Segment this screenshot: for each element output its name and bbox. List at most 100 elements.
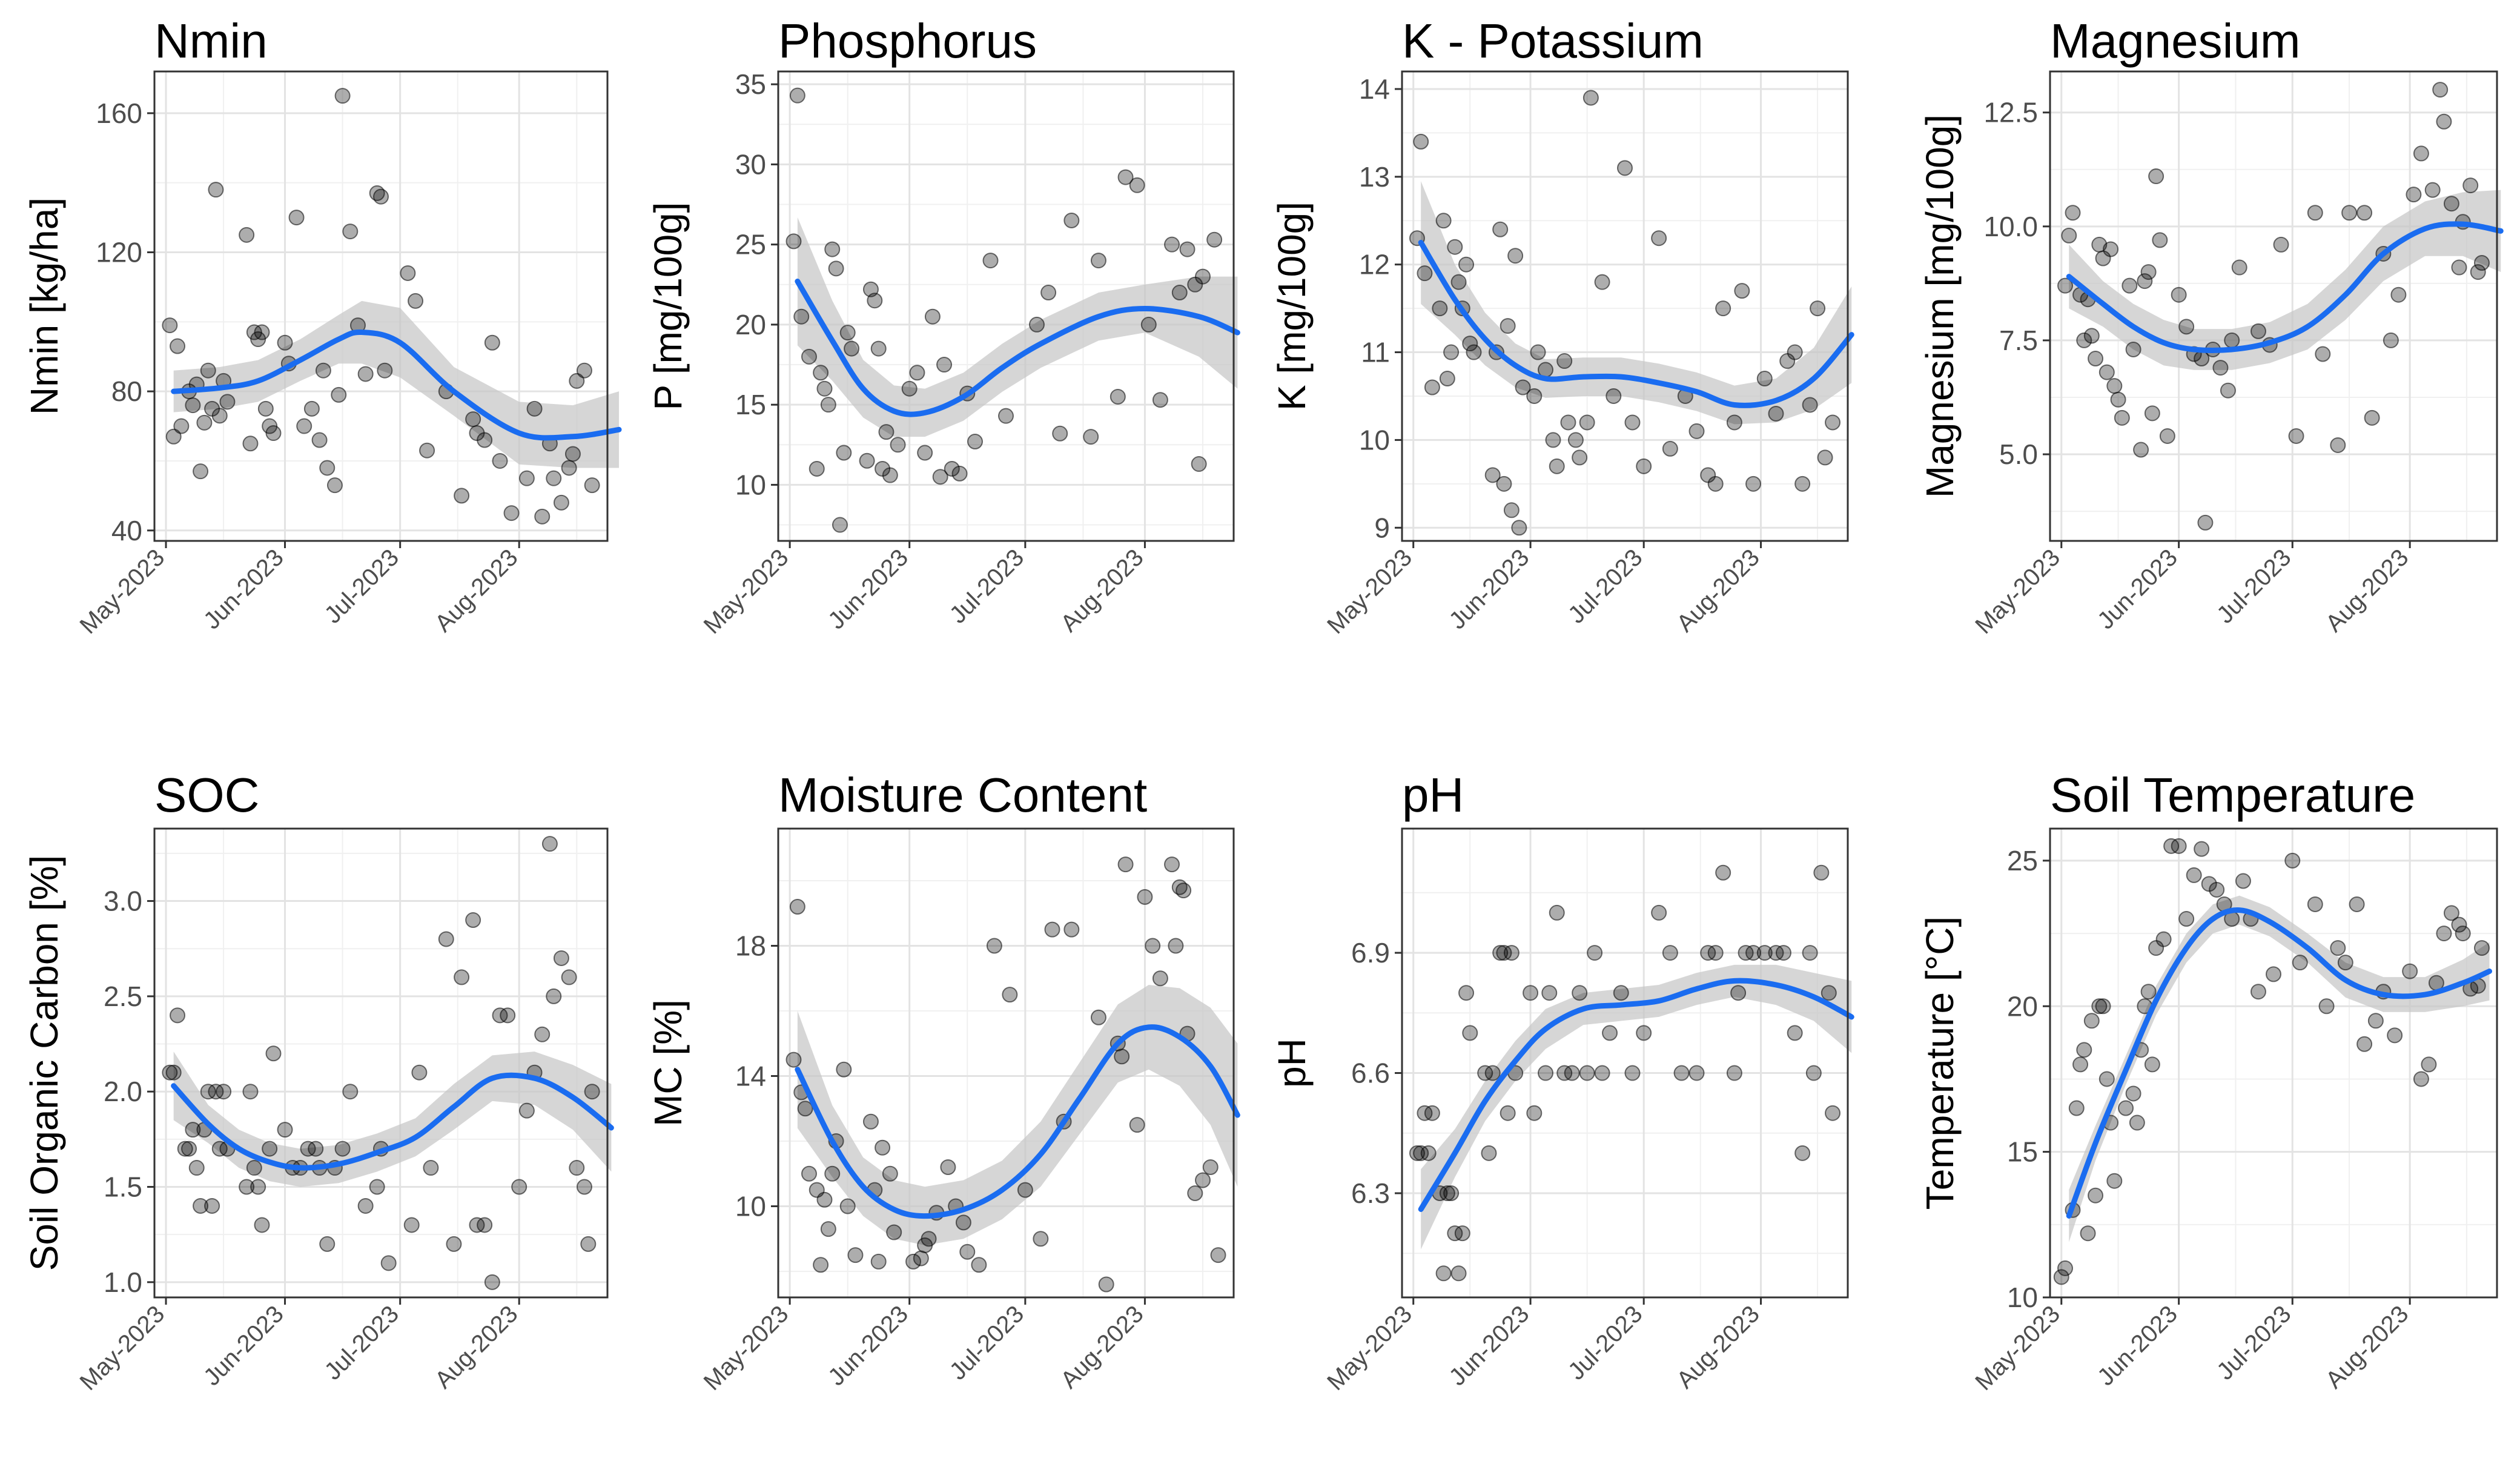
data-point bbox=[1560, 414, 1576, 431]
data-point bbox=[955, 1214, 971, 1231]
data-point bbox=[1017, 1182, 1033, 1198]
y-tick-label: 2.0 bbox=[104, 1076, 142, 1107]
y-axis-label: MC [%] bbox=[646, 999, 690, 1127]
data-point bbox=[828, 260, 844, 277]
panel-1: 40 80 120 160 May-2023 Jun-2023 Jul-2023 Aug-20… bbox=[22, 14, 622, 639]
x-tick-label: Jun-2023 bbox=[199, 544, 289, 634]
data-point bbox=[875, 1139, 891, 1156]
data-point bbox=[1582, 90, 1599, 106]
data-point bbox=[2349, 896, 2365, 912]
data-point bbox=[2137, 273, 2153, 290]
y-tick-label: 80 bbox=[111, 376, 142, 407]
x-tick-label: May-2023 bbox=[1970, 1300, 2065, 1396]
data-point bbox=[789, 87, 805, 104]
data-point bbox=[2098, 364, 2115, 380]
data-point bbox=[1484, 467, 1501, 483]
data-point bbox=[2212, 360, 2229, 376]
x-tick-label: Jul-2023 bbox=[319, 1300, 404, 1385]
data-point bbox=[1447, 239, 1463, 255]
data-point bbox=[1511, 520, 1527, 536]
smooth-line bbox=[1418, 978, 1854, 1212]
data-point bbox=[2159, 428, 2175, 444]
data-point bbox=[2178, 319, 2195, 335]
x-tick-label: Jul-2023 bbox=[319, 544, 404, 629]
data-point bbox=[315, 362, 331, 379]
data-point bbox=[1579, 1065, 1595, 1081]
y-axis-label: Temperature [°C] bbox=[1918, 916, 1962, 1210]
data-point bbox=[1002, 987, 1018, 1003]
plot-panel bbox=[1402, 829, 1848, 1297]
data-point bbox=[1040, 285, 1057, 301]
data-point bbox=[1810, 300, 1826, 317]
data-point bbox=[1734, 283, 1750, 299]
data-point bbox=[211, 408, 228, 424]
data-point bbox=[2110, 391, 2126, 408]
data-point bbox=[250, 1179, 266, 1195]
data-point bbox=[890, 437, 906, 453]
data-point bbox=[2103, 241, 2119, 257]
data-point bbox=[1805, 1065, 1822, 1081]
data-point bbox=[1083, 429, 1099, 445]
data-point bbox=[2436, 113, 2452, 130]
data-point bbox=[2451, 916, 2467, 933]
data-point bbox=[1409, 1145, 1425, 1161]
data-point bbox=[1673, 1065, 1690, 1081]
data-point bbox=[1164, 856, 1180, 873]
data-point bbox=[2413, 1071, 2429, 1087]
data-point bbox=[793, 308, 810, 325]
data-point bbox=[2307, 896, 2323, 912]
data-point bbox=[1439, 1185, 1455, 1201]
confidence-band bbox=[2069, 190, 2501, 370]
data-point bbox=[1688, 1065, 1705, 1081]
y-tick-label: 9 bbox=[1374, 512, 1390, 543]
data-point bbox=[1187, 1185, 1203, 1201]
data-point bbox=[1794, 1145, 1811, 1161]
data-point bbox=[1450, 274, 1467, 290]
x-tick-label: Aug-2023 bbox=[1672, 1300, 1765, 1394]
x-tick-label: Jun-2023 bbox=[1444, 1300, 1534, 1391]
data-point bbox=[1541, 985, 1558, 1001]
data-point bbox=[185, 397, 201, 414]
data-point bbox=[2367, 1013, 2384, 1029]
data-point bbox=[580, 1236, 597, 1252]
data-point bbox=[1572, 449, 1588, 466]
data-point bbox=[1129, 177, 1145, 193]
data-point bbox=[288, 210, 305, 226]
x-tick-label: Jun-2023 bbox=[1444, 544, 1534, 634]
data-point bbox=[534, 1026, 551, 1042]
data-point bbox=[924, 308, 941, 325]
data-point bbox=[1745, 945, 1762, 961]
data-point bbox=[2307, 205, 2323, 221]
data-point bbox=[1168, 938, 1184, 954]
data-point bbox=[785, 1051, 802, 1068]
data-point bbox=[561, 969, 577, 985]
data-point bbox=[303, 400, 320, 417]
data-point bbox=[196, 414, 213, 431]
data-point bbox=[1787, 1025, 1803, 1041]
y-tick-label: 14 bbox=[735, 1061, 766, 1092]
x-tick-label: Jul-2023 bbox=[945, 544, 1030, 629]
y-tick-label: 160 bbox=[96, 98, 142, 129]
data-point bbox=[2364, 409, 2380, 426]
data-point bbox=[1164, 236, 1180, 253]
data-point bbox=[2462, 177, 2479, 194]
data-point bbox=[1817, 449, 1833, 466]
data-point bbox=[546, 988, 562, 1004]
x-tick-label: Aug-2023 bbox=[430, 1300, 523, 1394]
data-point bbox=[913, 1250, 929, 1267]
data-point bbox=[1587, 945, 1603, 961]
x-tick-label: Aug-2023 bbox=[430, 544, 523, 637]
data-point bbox=[2083, 1013, 2100, 1029]
panel-border bbox=[153, 827, 609, 1299]
data-point bbox=[940, 1159, 956, 1175]
data-point bbox=[816, 1191, 833, 1208]
y-tick-label: 10.0 bbox=[1983, 211, 2038, 242]
data-point bbox=[2197, 514, 2214, 531]
data-point bbox=[254, 324, 270, 340]
chart-title: Soil Temperature bbox=[2050, 768, 2415, 822]
data-point bbox=[2413, 145, 2429, 162]
data-point bbox=[1594, 274, 1610, 290]
data-point bbox=[465, 411, 481, 428]
data-point bbox=[492, 452, 508, 469]
data-point bbox=[188, 1160, 205, 1176]
